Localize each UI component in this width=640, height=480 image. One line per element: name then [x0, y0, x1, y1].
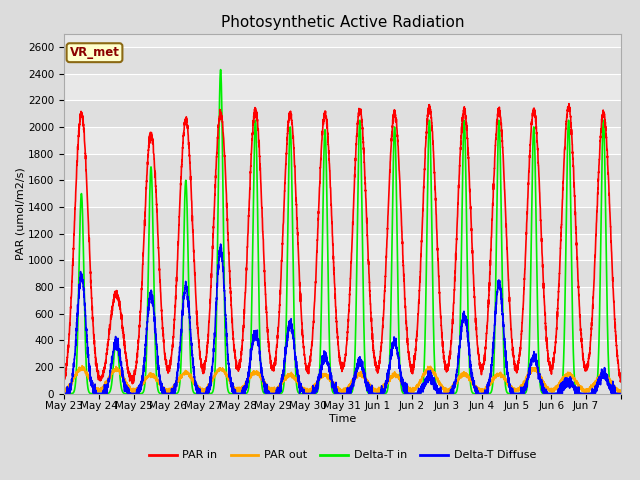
- Delta-T in: [495, 119, 503, 124]
- Bar: [64, 367, 621, 394]
- PAR out: [537, 374, 545, 380]
- PAR out: [523, 373, 531, 379]
- Delta-T in: [217, 67, 225, 72]
- PAR out: [495, 372, 503, 378]
- Text: VR_met: VR_met: [70, 46, 120, 59]
- Delta-T Diffuse: [617, 391, 625, 396]
- PAR in: [176, 207, 184, 213]
- Line: PAR out: PAR out: [64, 366, 621, 394]
- PAR out: [443, 391, 451, 396]
- PAR in: [60, 377, 68, 383]
- Delta-T Diffuse: [495, 280, 503, 286]
- Legend: PAR in, PAR out, Delta-T in, Delta-T Diffuse: PAR in, PAR out, Delta-T in, Delta-T Dif…: [145, 446, 540, 465]
- Delta-T in: [523, 388, 531, 394]
- PAR in: [129, 381, 136, 386]
- PAR in: [617, 377, 625, 383]
- Bar: [64, 313, 621, 340]
- Delta-T Diffuse: [217, 241, 225, 247]
- Bar: [64, 207, 621, 234]
- Delta-T in: [617, 391, 625, 396]
- PAR in: [537, 221, 545, 227]
- Delta-T Diffuse: [523, 377, 531, 383]
- PAR out: [617, 389, 625, 395]
- Title: Photosynthetic Active Radiation: Photosynthetic Active Radiation: [221, 15, 464, 30]
- Line: Delta-T Diffuse: Delta-T Diffuse: [64, 244, 621, 394]
- Bar: [64, 154, 621, 180]
- Delta-T in: [175, 384, 183, 390]
- X-axis label: Time: Time: [329, 414, 356, 424]
- Delta-T Diffuse: [537, 380, 545, 386]
- Delta-T in: [393, 225, 401, 230]
- Delta-T Diffuse: [63, 391, 71, 396]
- Delta-T in: [60, 391, 68, 396]
- PAR in: [495, 109, 503, 115]
- Y-axis label: PAR (umol/m2/s): PAR (umol/m2/s): [15, 167, 25, 260]
- Delta-T Diffuse: [176, 349, 184, 355]
- PAR in: [523, 225, 531, 231]
- Bar: [64, 100, 621, 127]
- Delta-T Diffuse: [364, 384, 371, 390]
- Delta-T Diffuse: [60, 391, 68, 396]
- Delta-T Diffuse: [393, 346, 401, 351]
- PAR out: [364, 379, 371, 385]
- PAR in: [393, 127, 401, 133]
- Delta-T in: [537, 387, 545, 393]
- PAR in: [565, 101, 573, 107]
- PAR out: [78, 363, 86, 369]
- PAR out: [393, 374, 401, 380]
- Bar: [64, 47, 621, 73]
- PAR out: [60, 388, 68, 394]
- Bar: [64, 260, 621, 287]
- Line: PAR in: PAR in: [64, 104, 621, 384]
- PAR in: [364, 230, 371, 236]
- Line: Delta-T in: Delta-T in: [64, 70, 621, 394]
- PAR out: [176, 377, 184, 383]
- Delta-T in: [364, 388, 371, 394]
